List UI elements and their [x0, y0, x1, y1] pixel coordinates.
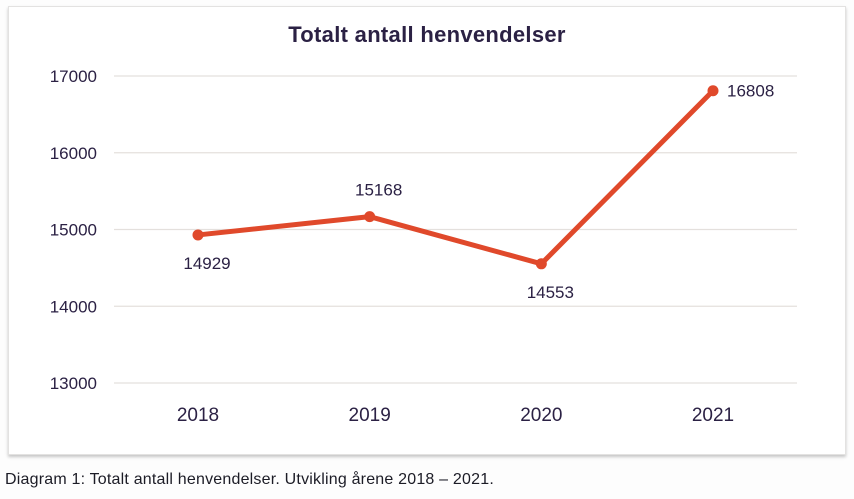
y-tick-13000: 13000: [50, 374, 97, 393]
data-point-2020: [535, 258, 547, 270]
x-tick-2018: 2018: [177, 405, 219, 426]
chart-title: Totalt antall henvendelser: [288, 22, 566, 47]
y-tick-15000: 15000: [50, 221, 97, 240]
series-line: [195, 88, 716, 267]
x-tick-2021: 2021: [692, 405, 734, 426]
x-tick-2019: 2019: [349, 405, 391, 426]
y-tick-16000: 16000: [50, 144, 97, 163]
data-label-2020: 14553: [527, 283, 574, 302]
y-tick-17000: 17000: [50, 67, 97, 86]
x-tick-2020: 2020: [520, 405, 562, 426]
figure-caption: Diagram 1: Totalt antall henvendelser. U…: [5, 471, 494, 488]
chart-card: Totalt antall henvendelser 17000 16000 150…: [8, 6, 846, 455]
data-point-2019: [364, 211, 376, 223]
chart-canvas: 17000 16000 15000 14000 13000 2018 2019 2020 202…: [50, 67, 797, 426]
data-label-2019: 15168: [355, 181, 402, 200]
data-point-2021: [707, 85, 719, 97]
data-point-2018: [192, 229, 204, 241]
data-label-2018: 14929: [183, 254, 230, 273]
data-label-2021: 16808: [727, 82, 774, 101]
y-tick-14000: 14000: [50, 297, 97, 316]
